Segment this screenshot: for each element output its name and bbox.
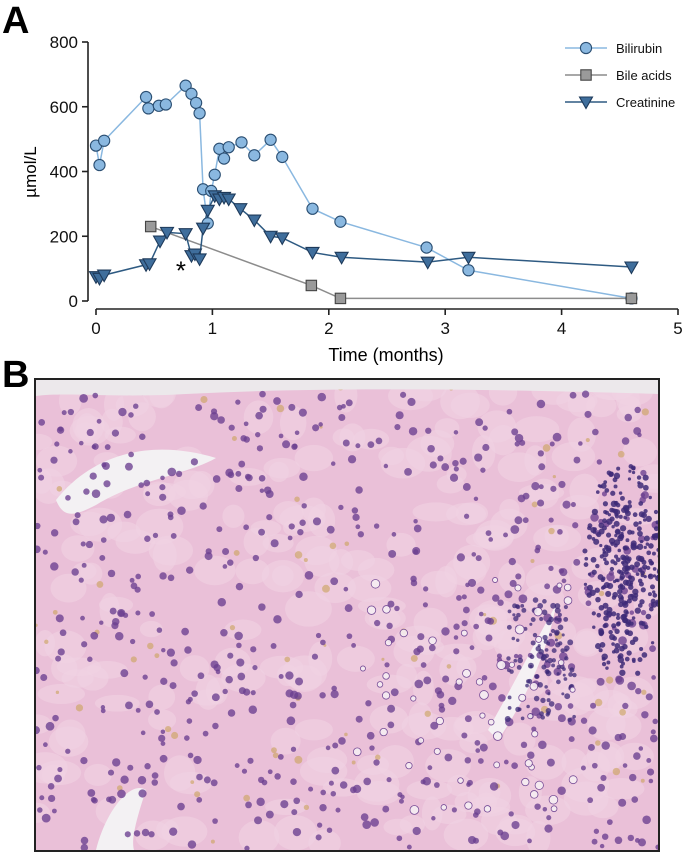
bilirubin-point xyxy=(159,98,172,111)
bilirubin-point xyxy=(248,149,261,162)
series-markers xyxy=(88,79,639,305)
bilirubin-points xyxy=(89,79,638,305)
y-tick-label: 200 xyxy=(50,227,78,246)
bilirubin-point xyxy=(139,90,153,104)
creatinine-point xyxy=(96,269,112,283)
creatinine-point xyxy=(420,256,436,270)
bilirubin-point xyxy=(306,202,319,215)
creatinine-point xyxy=(152,235,168,249)
x-tick-label: 2 xyxy=(324,319,333,338)
bilirubin-point xyxy=(97,134,111,147)
bilirubin-point xyxy=(222,141,235,154)
bilirubin-point xyxy=(462,264,475,277)
annotation-asterisk: * xyxy=(176,256,186,286)
bilirubin-point xyxy=(193,107,206,120)
x-tick-label: 1 xyxy=(208,319,217,338)
bilirubin-point xyxy=(93,158,106,172)
bilirubin-point xyxy=(420,241,433,254)
line-chart: 0 200 400 600 800 0 1 2 3 4 5 Bilirubin Bile acids C… xyxy=(21,33,683,365)
bilirubin-point xyxy=(208,168,221,181)
bile-acids-points xyxy=(144,220,638,305)
bilirubin-point xyxy=(334,215,347,228)
creatinine-point xyxy=(195,222,211,236)
x-tick-label: 0 xyxy=(91,319,100,338)
bile-acids-point xyxy=(305,279,318,292)
micrograph-image xyxy=(36,380,658,850)
panel-label-a: A xyxy=(2,0,30,42)
panel-label-b: B xyxy=(2,354,30,396)
creatinine-point xyxy=(623,261,639,275)
legend-item-bilirubin: Bilirubin xyxy=(565,41,662,56)
bile-acids-line xyxy=(150,225,632,300)
x-tick-label: 4 xyxy=(557,319,566,338)
bilirubin-point xyxy=(142,102,155,115)
histology-micrograph xyxy=(34,378,660,852)
creatinine-point xyxy=(142,258,157,272)
legend-item-bile-acids: Bile acids xyxy=(565,68,672,83)
creatinine-point xyxy=(246,214,262,228)
x-tick-label: 5 xyxy=(673,319,682,338)
bilirubin-point xyxy=(276,150,289,164)
bilirubin-point xyxy=(189,96,203,110)
creatinine-point xyxy=(274,232,290,246)
chart-legend: Bilirubin Bile acids Creatinine xyxy=(565,41,675,110)
bile-acids-point xyxy=(144,220,157,233)
y-tick-label: 600 xyxy=(50,98,78,117)
creatinine-point xyxy=(263,230,279,244)
legend-marker xyxy=(579,41,593,55)
creatinine-point xyxy=(305,246,320,261)
legend-marker xyxy=(580,69,592,81)
creatinine-point xyxy=(461,251,476,265)
y-axis-label: µmol/L xyxy=(21,146,40,197)
bile-acids-point xyxy=(625,292,638,305)
x-tick-label: 3 xyxy=(440,319,449,338)
creatinine-points xyxy=(88,190,639,286)
legend-item-creatinine: Creatinine xyxy=(565,95,675,110)
legend-label: Bilirubin xyxy=(616,41,662,56)
creatinine-point xyxy=(192,253,208,267)
bilirubin-point xyxy=(235,136,248,149)
y-tick-label: 0 xyxy=(69,292,78,311)
x-axis-label: Time (months) xyxy=(328,345,443,365)
creatinine-point xyxy=(178,228,194,242)
y-tick-label: 400 xyxy=(50,163,78,182)
creatinine-point xyxy=(232,203,248,217)
creatinine-point xyxy=(159,226,175,240)
bilirubin-point xyxy=(264,133,277,146)
chart-axes: 0 200 400 600 800 0 1 2 3 4 5 xyxy=(50,33,683,338)
bile-acids-point xyxy=(334,292,347,305)
legend-marker xyxy=(578,96,594,110)
creatinine-point xyxy=(334,251,350,265)
legend-label: Bile acids xyxy=(616,68,672,83)
creatinine-point xyxy=(221,193,237,207)
legend-label: Creatinine xyxy=(616,95,675,110)
bilirubin-point xyxy=(217,152,231,165)
creatinine-point xyxy=(200,204,216,218)
y-tick-label: 800 xyxy=(50,33,78,52)
